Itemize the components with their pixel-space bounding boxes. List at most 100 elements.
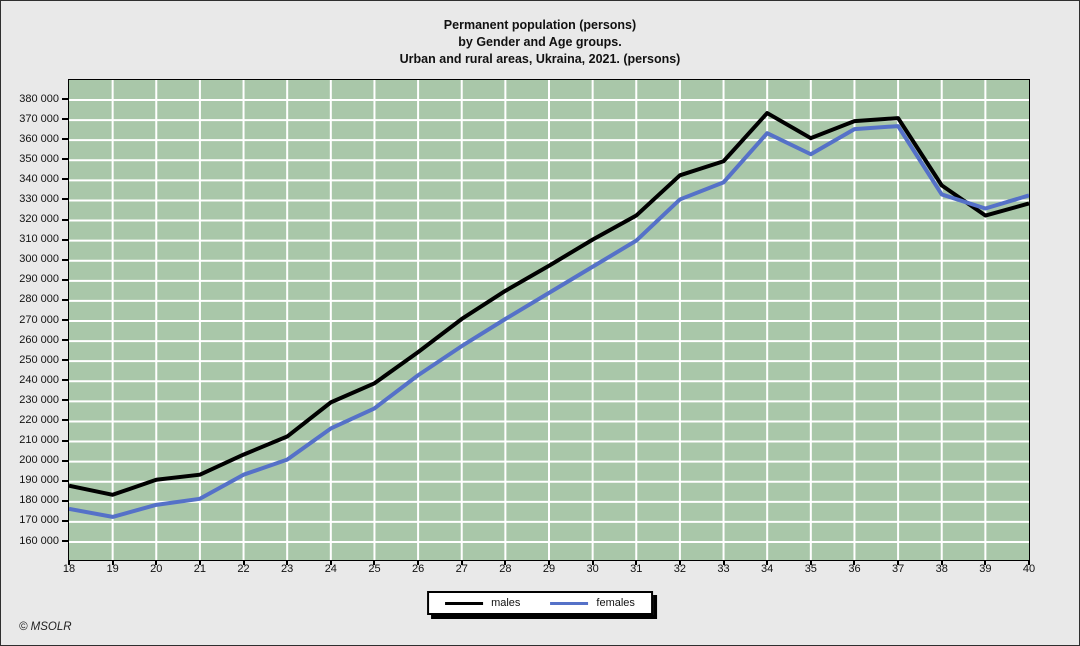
legend-item-males: males: [445, 597, 520, 609]
y-axis-label: 360 000: [19, 132, 59, 145]
x-axis-tick: [897, 560, 900, 565]
x-axis-label: 28: [499, 563, 512, 575]
x-axis-label: 20: [150, 563, 163, 575]
y-axis-tick: [62, 258, 68, 261]
x-axis-label: 39: [979, 563, 992, 575]
x-axis-label: 34: [761, 563, 774, 575]
x-axis-label: 33: [717, 563, 730, 575]
x-axis-label: 29: [542, 563, 556, 575]
x-axis-tick: [548, 560, 550, 565]
females-line-swatch: [550, 601, 589, 605]
y-axis-label: 340 000: [19, 172, 59, 185]
x-axis-tick: [635, 560, 638, 565]
x-axis-tick: [591, 560, 594, 565]
x-axis-tick: [286, 560, 289, 565]
y-axis-label: 370 000: [19, 112, 59, 125]
y-axis-tick: [62, 158, 68, 161]
x-axis-label: 27: [455, 563, 468, 575]
y-axis-tick: [62, 499, 68, 502]
y-axis-label: 220 000: [19, 413, 59, 426]
legend-item-females: females: [550, 597, 635, 609]
x-axis-tick: [111, 560, 114, 565]
x-axis-tick: [155, 560, 158, 565]
x-axis-tick: [417, 560, 420, 565]
y-axis-label: 350 000: [19, 152, 59, 165]
x-axis-tick: [329, 560, 332, 565]
y-axis-tick: [62, 379, 68, 382]
x-axis-label: 40: [1022, 563, 1036, 575]
plot-area: [68, 79, 1030, 561]
x-axis-label: 38: [935, 563, 948, 575]
y-axis-label: 210 000: [19, 434, 59, 447]
x-axis-tick: [940, 560, 943, 565]
y-axis-label: 240 000: [19, 373, 59, 386]
legend-label-males: males: [491, 597, 521, 609]
x-axis-tick: [722, 560, 725, 565]
x-axis-label: 31: [630, 563, 643, 575]
chart-title-line-1: Permanent population (persons): [443, 18, 637, 32]
x-axis-tick: [504, 560, 507, 565]
y-axis-tick: [62, 459, 68, 462]
x-axis-label: 35: [804, 563, 817, 575]
x-axis-label: 22: [237, 563, 250, 575]
x-axis-label: 21: [193, 563, 207, 575]
legend-label-females: females: [596, 597, 635, 609]
y-axis-label: 290 000: [19, 273, 59, 286]
y-axis-label: 200 000: [19, 454, 59, 467]
x-axis-tick: [198, 560, 201, 565]
x-axis-label: 25: [368, 563, 381, 575]
x-axis-label: 24: [324, 563, 337, 575]
x-axis-label: 18: [62, 563, 76, 575]
y-axis-label: 170 000: [19, 514, 59, 527]
y-axis-tick: [62, 319, 68, 321]
y-axis-tick: [62, 118, 68, 121]
x-axis-tick: [242, 560, 245, 565]
y-axis-tick: [62, 218, 68, 221]
y-axis-tick: [62, 479, 68, 482]
x-axis-label: 26: [411, 563, 425, 575]
x-axis-tick: [809, 560, 812, 565]
y-axis-label: 230 000: [19, 393, 59, 406]
y-axis-label: 300 000: [19, 253, 59, 266]
y-axis-label: 380 000: [19, 92, 59, 105]
x-axis-label: 36: [848, 563, 861, 575]
x-axis-label: 30: [586, 563, 599, 575]
x-axis-label: 37: [891, 563, 905, 575]
y-axis-tick: [62, 439, 68, 442]
chart-title-line-2: by Gender and Age groups.: [458, 35, 622, 49]
y-axis-label: 320 000: [19, 213, 59, 226]
y-axis-tick: [62, 98, 68, 100]
y-axis-tick: [62, 519, 68, 522]
legend: males females: [427, 591, 653, 615]
y-axis-tick: [62, 419, 68, 422]
y-axis-tick: [62, 278, 68, 281]
y-axis-label: 250 000: [19, 353, 59, 366]
y-axis-tick: [62, 238, 68, 241]
y-axis-label: 330 000: [19, 192, 59, 205]
x-axis-tick: [68, 560, 70, 565]
x-axis-tick: [766, 560, 769, 565]
y-axis-label: 270 000: [19, 313, 59, 326]
copyright-label: © MSOLR: [19, 621, 72, 633]
x-axis-tick: [460, 560, 463, 565]
x-axis-label: 32: [673, 563, 687, 575]
y-axis-label: 160 000: [19, 534, 59, 547]
y-axis-label: 280 000: [19, 293, 59, 306]
x-axis-tick: [853, 560, 856, 565]
y-axis-tick: [62, 359, 68, 362]
y-axis-tick: [62, 198, 68, 201]
y-axis-label: 260 000: [19, 333, 59, 346]
y-axis-label: 190 000: [19, 474, 59, 487]
chart-title-line-3: Urban and rural areas, Ukraina, 2021. (p…: [399, 52, 681, 66]
x-axis-tick: [373, 560, 376, 565]
x-axis-label: 23: [281, 563, 294, 575]
y-axis-tick: [62, 339, 68, 342]
y-axis-tick: [62, 178, 68, 181]
males-line-swatch: [445, 601, 484, 605]
x-axis-tick: [1028, 560, 1030, 565]
y-axis-label: 180 000: [19, 494, 59, 507]
x-axis-tick: [984, 560, 987, 565]
y-axis-label: 310 000: [19, 233, 59, 246]
chart-title: Permanent population (persons) by Gender…: [1, 17, 1079, 68]
